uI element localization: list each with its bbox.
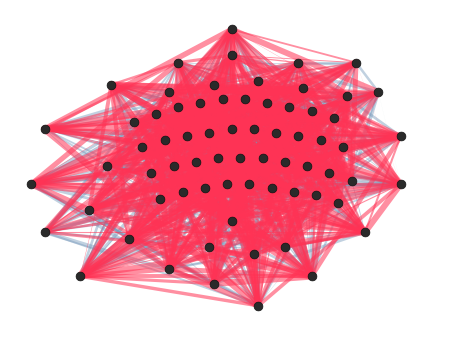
Point — [250, 126, 257, 132]
Point — [303, 163, 311, 169]
Point — [223, 181, 231, 187]
Point — [299, 86, 307, 91]
Point — [228, 218, 235, 224]
Point — [308, 273, 315, 279]
Point — [148, 170, 155, 176]
Point — [290, 189, 298, 194]
Point — [339, 145, 346, 150]
Point — [27, 181, 35, 187]
Point — [152, 111, 160, 117]
Point — [228, 126, 235, 132]
Point — [206, 244, 213, 250]
Point — [250, 251, 257, 257]
Point — [375, 89, 382, 95]
Point — [397, 133, 404, 139]
Point — [125, 237, 133, 242]
Point — [219, 97, 226, 102]
Point — [272, 130, 280, 135]
Point — [348, 178, 356, 183]
Point — [281, 159, 288, 165]
Point — [210, 82, 218, 88]
Point — [330, 115, 338, 121]
Point — [361, 229, 369, 235]
Point — [197, 100, 204, 106]
Point — [317, 137, 324, 143]
Point — [245, 181, 253, 187]
Point — [210, 281, 218, 287]
Point — [344, 93, 351, 99]
Point — [241, 97, 249, 102]
Point — [214, 156, 222, 161]
Point — [263, 100, 271, 106]
Point — [281, 244, 288, 250]
Point — [255, 303, 262, 309]
Point — [156, 196, 164, 202]
Point — [175, 104, 182, 110]
Point — [228, 52, 235, 58]
Point — [237, 156, 244, 161]
Point — [165, 266, 173, 272]
Point — [294, 133, 302, 139]
Point — [165, 89, 173, 95]
Point — [170, 163, 177, 169]
Point — [41, 126, 48, 132]
Point — [352, 60, 360, 65]
Point — [107, 82, 115, 88]
Point — [286, 104, 293, 110]
Point — [206, 130, 213, 135]
Point — [335, 200, 342, 205]
Point — [326, 170, 333, 176]
Point — [201, 185, 208, 191]
Point — [85, 207, 93, 213]
Point — [41, 229, 48, 235]
Point — [259, 156, 266, 161]
Point — [313, 193, 320, 198]
Point — [76, 273, 84, 279]
Point — [294, 60, 302, 65]
Point — [268, 185, 275, 191]
Point — [103, 163, 111, 169]
Point — [161, 137, 169, 143]
Point — [130, 119, 137, 124]
Point — [255, 78, 262, 84]
Point — [397, 181, 404, 187]
Point — [175, 60, 182, 65]
Point — [228, 27, 235, 32]
Point — [183, 133, 191, 139]
Point — [308, 108, 315, 113]
Point — [179, 189, 186, 194]
Point — [139, 145, 146, 150]
Point — [192, 159, 200, 165]
